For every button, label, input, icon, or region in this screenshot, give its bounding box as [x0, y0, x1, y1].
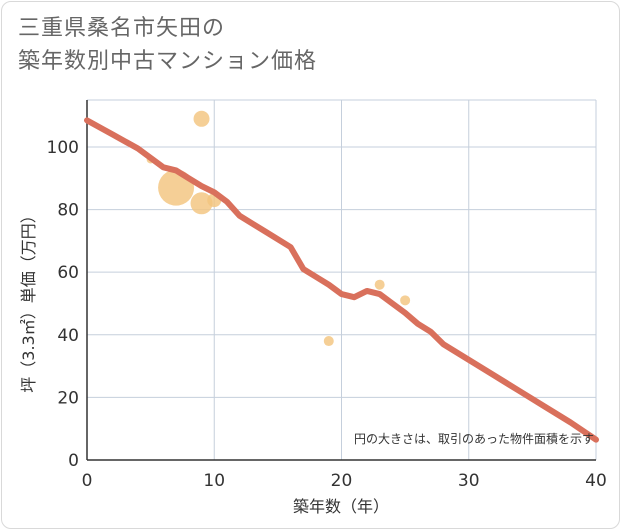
y-tick-label: 80	[57, 201, 79, 221]
bubble-point	[323, 336, 334, 347]
chart-title-line1: 三重県桑名市矢田の	[18, 16, 226, 41]
grid-lines	[86, 99, 597, 461]
bubble-point	[400, 295, 411, 306]
x-axis-title: 築年数（年）	[293, 497, 389, 516]
y-tick-label: 60	[57, 263, 79, 283]
y-axis-title: 坪（3.3㎡）単価（万円）	[19, 207, 38, 392]
x-axis-ticks: 0 10 20 30 40	[82, 471, 607, 491]
x-tick-label: 10	[203, 471, 225, 491]
bubble-point	[193, 110, 210, 127]
y-tick-label: 20	[57, 388, 79, 408]
chart-title: 三重県桑名市矢田の 築年数別中古マンション価格	[18, 12, 317, 78]
trend-line	[84, 117, 599, 443]
y-tick-label: 0	[68, 451, 79, 471]
chart-title-line2: 築年数別中古マンション価格	[18, 49, 318, 74]
x-tick-label: 0	[82, 471, 93, 491]
y-axis-ticks: 0 20 40 60 80 100	[47, 138, 79, 471]
x-tick-label: 30	[458, 471, 480, 491]
y-tick-label: 40	[57, 326, 79, 346]
bubble-point	[190, 192, 213, 215]
trend-line-series	[84, 117, 599, 443]
y-tick-label: 100	[47, 138, 79, 158]
x-tick-label: 20	[331, 471, 353, 491]
bubble-point	[374, 279, 385, 290]
x-tick-label: 40	[585, 471, 607, 491]
size-legend-note: 円の大きさは、取引のあった物件面積を示す	[354, 431, 594, 446]
